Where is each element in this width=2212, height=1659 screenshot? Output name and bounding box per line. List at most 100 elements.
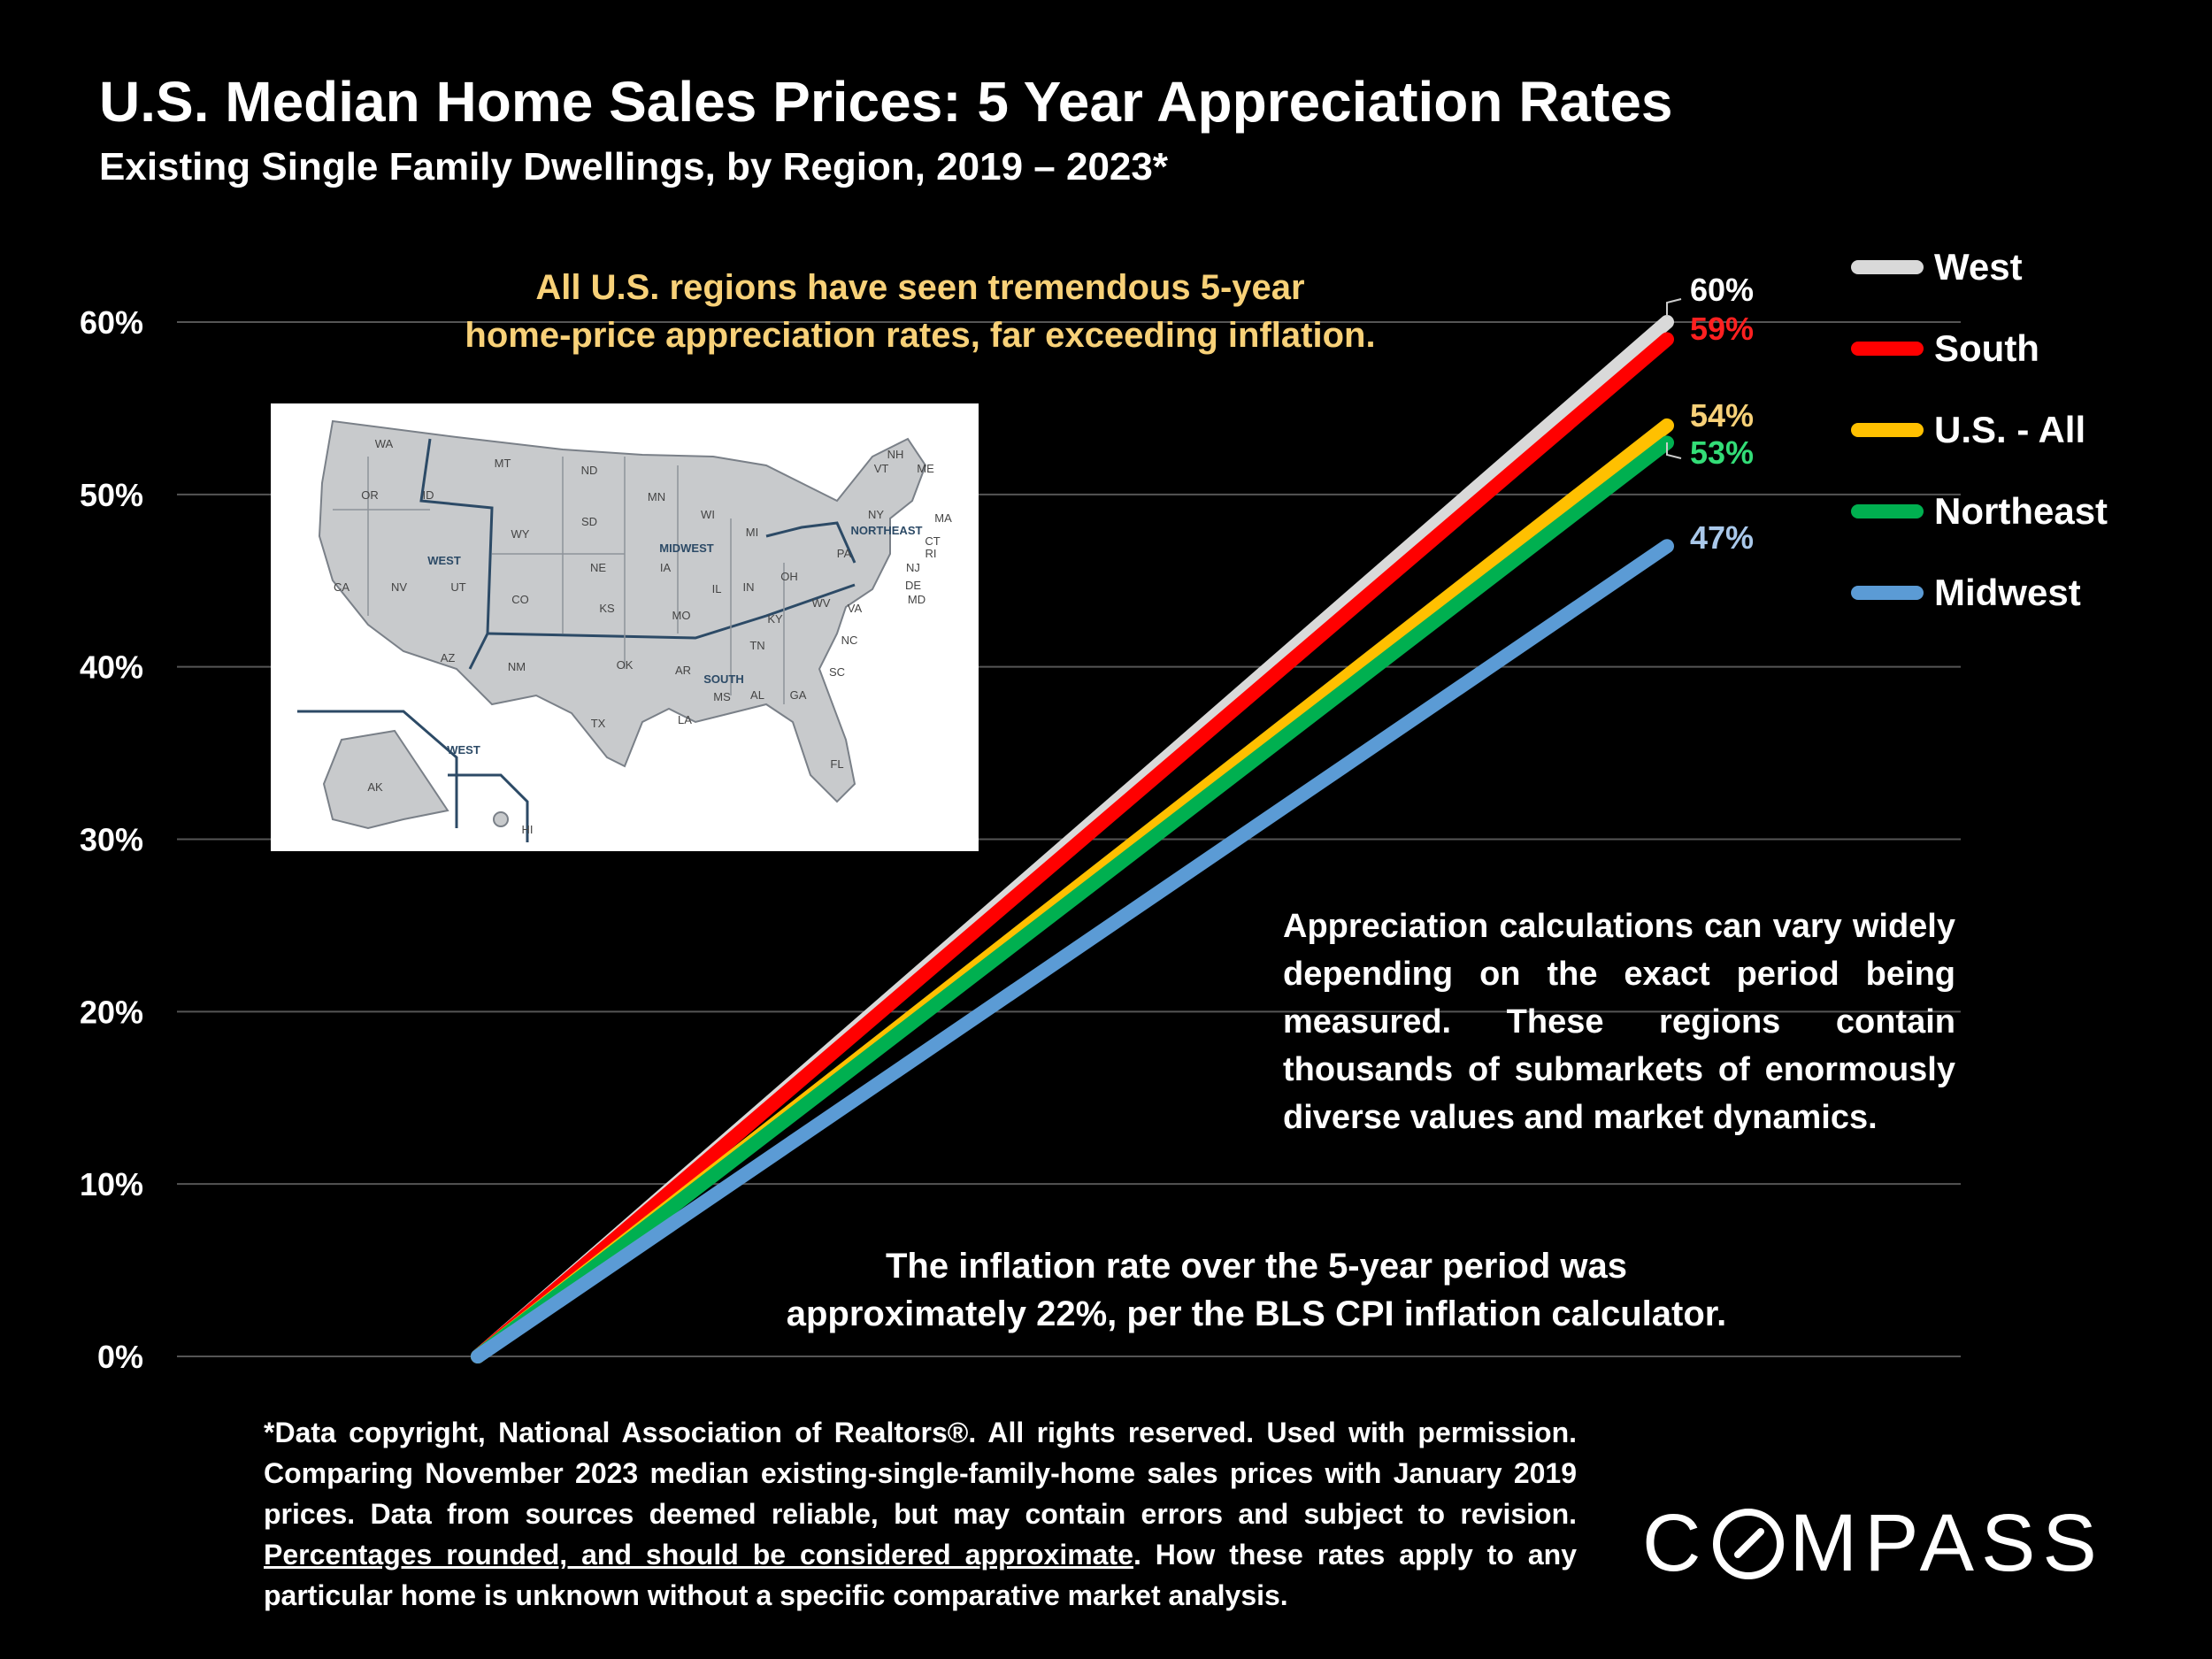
- map-state-label: SD: [581, 515, 597, 528]
- compass-o-icon: [1713, 1508, 1785, 1579]
- hawaii-shape: [493, 811, 509, 827]
- legend-label: Northeast: [1934, 490, 2108, 532]
- legend-label: West: [1934, 246, 2023, 288]
- inflation-note: The inflation rate over the 5-year perio…: [637, 1242, 1876, 1338]
- map-state-label: HI: [522, 823, 534, 836]
- y-tick-label: 10%: [80, 1166, 143, 1202]
- appreciation-note: Appreciation calculations can vary widel…: [1283, 908, 1955, 1136]
- map-region-label: NORTHEAST: [851, 524, 923, 537]
- logo-text-start: C: [1642, 1498, 1709, 1588]
- series-lines: [471, 315, 1674, 1363]
- footnote-part-2: . How these rates apply to any particula…: [264, 1539, 1578, 1611]
- compass-logo: C MPASS: [1642, 1497, 2104, 1590]
- series-end-label: 59%: [1690, 311, 1754, 347]
- map-state-label: WY: [511, 527, 530, 541]
- map-state-label: KS: [599, 602, 615, 615]
- map-state-label: CA: [334, 580, 349, 594]
- legend-label: South: [1934, 327, 2039, 369]
- map-state-label: NY: [868, 508, 884, 521]
- us-map-graphic: WA OR ID MT WY NV CA UT CO AZ NM ND SD NE KS OK TX MN IA MO…: [297, 419, 952, 842]
- series-end-label: 47%: [1690, 519, 1754, 556]
- chart-title: U.S. Median Home Sales Prices: 5 Year Ap…: [99, 70, 1673, 134]
- map-state-label: AR: [675, 664, 691, 677]
- region-border-west: [419, 438, 494, 670]
- leader-west: [1666, 298, 1682, 317]
- map-region-label: WEST: [447, 743, 480, 757]
- map-state-label: WV: [812, 596, 831, 610]
- series-end-labels: 60%59% 54%53% 47%: [1666, 272, 1754, 556]
- map-state-label: ID: [423, 488, 434, 502]
- series-line-midwest: [471, 539, 1674, 1363]
- map-state-label: NV: [391, 580, 407, 594]
- map-state-label: FL: [830, 757, 843, 771]
- map-state-label: CT: [925, 534, 940, 548]
- map-state-label: ME: [917, 462, 934, 475]
- us-mainland-shape: [318, 419, 927, 803]
- map-region-label: WEST: [427, 554, 461, 567]
- chart-subtitle: Existing Single Family Dwellings, by Reg…: [99, 145, 1168, 188]
- map-state-label: TN: [749, 639, 764, 652]
- series-end-label: 60%: [1690, 272, 1754, 308]
- y-tick-label: 50%: [80, 477, 143, 513]
- map-state-label: ND: [581, 464, 598, 477]
- legend-label: Midwest: [1934, 572, 2081, 613]
- series-line-south: [471, 332, 1674, 1363]
- map-state-label: IN: [743, 580, 755, 594]
- map-state-label: OR: [361, 488, 379, 502]
- y-tick-label: 20%: [80, 994, 143, 1030]
- map-state-label: WA: [375, 437, 394, 450]
- map-state-label: WI: [701, 508, 715, 521]
- callout: All U.S. regions have seen tremendous 5-…: [389, 264, 1451, 359]
- state-lines: [333, 457, 785, 704]
- map-state-label: NJ: [906, 561, 920, 574]
- region-border-northeast: [765, 521, 856, 564]
- map-state-label: MD: [908, 593, 926, 606]
- footnote: *Data copyright, National Association of…: [264, 1412, 1577, 1616]
- map-state-label: IL: [712, 582, 722, 595]
- series-line-northeast: [471, 435, 1674, 1363]
- map-state-label: OH: [780, 570, 798, 583]
- footnote-underlined: Percentages rounded, and should be consi…: [264, 1539, 1133, 1571]
- map-state-label: CO: [511, 593, 529, 606]
- y-tick-label: 0%: [97, 1339, 143, 1375]
- y-axis-ticks: 0% 10% 20% 30% 40% 50% 60%: [80, 304, 143, 1375]
- map-state-label: RI: [926, 547, 937, 560]
- map-state-label: NE: [590, 561, 606, 574]
- map-state-label: MA: [934, 511, 952, 525]
- map-state-label: VA: [848, 602, 863, 615]
- y-tick-label: 30%: [80, 822, 143, 858]
- map-state-label: UT: [450, 580, 465, 594]
- map-state-label: AK: [367, 780, 383, 794]
- map-state-label: MO: [672, 609, 691, 622]
- map-state-label: GA: [790, 688, 807, 702]
- map-state-label: TX: [591, 717, 606, 730]
- legend: West South U.S. - All Northeast Midwest: [1851, 246, 2108, 613]
- legend-label: U.S. - All: [1934, 409, 2085, 450]
- logo-text-end: MPASS: [1789, 1498, 2104, 1588]
- map-region-label: SOUTH: [703, 672, 744, 686]
- y-tick-label: 60%: [80, 304, 143, 341]
- map-state-label: VT: [874, 462, 889, 475]
- map-state-label: AL: [750, 688, 764, 702]
- us-regions-map: WA OR ID MT WY NV CA UT CO AZ NM ND SD NE KS OK TX MN IA MO…: [271, 403, 979, 851]
- map-state-label: AZ: [441, 651, 456, 664]
- map-state-label: PA: [837, 547, 852, 560]
- series-end-label: 53%: [1690, 434, 1754, 471]
- map-state-label: NH: [887, 448, 904, 461]
- map-state-label: MS: [713, 690, 731, 703]
- leader-northeast: [1666, 442, 1682, 459]
- map-region-label: MIDWEST: [659, 541, 713, 555]
- y-tick-label: 40%: [80, 649, 143, 686]
- map-state-label: NM: [508, 660, 526, 673]
- map-state-label: DE: [905, 579, 921, 592]
- map-state-label: LA: [678, 713, 692, 726]
- map-state-label: MN: [648, 490, 665, 503]
- inset-border: [297, 710, 529, 842]
- map-state-label: OK: [617, 658, 634, 672]
- map-state-label: NC: [841, 634, 858, 647]
- inflation-line-1: The inflation rate over the 5-year perio…: [885, 1247, 1627, 1286]
- callout-line-1: All U.S. regions have seen tremendous 5-…: [535, 268, 1305, 307]
- map-state-label: MI: [746, 526, 758, 539]
- map-state-label: SC: [829, 665, 845, 679]
- alaska-shape: [322, 729, 449, 830]
